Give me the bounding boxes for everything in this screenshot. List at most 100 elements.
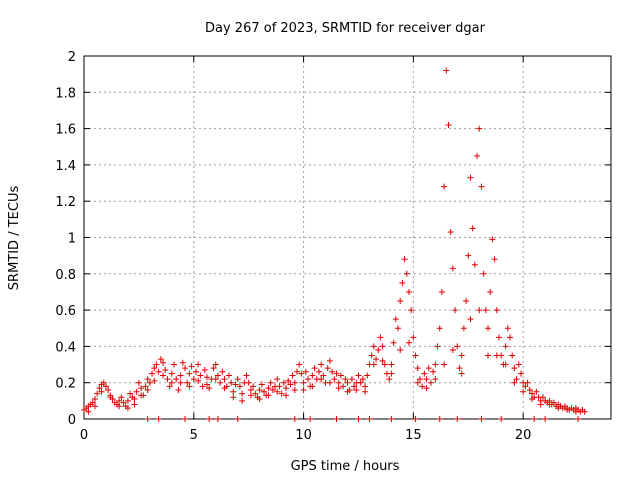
data-point	[274, 376, 281, 383]
data-point	[344, 388, 351, 395]
data-point	[434, 343, 441, 350]
data-point	[177, 372, 184, 379]
data-point	[230, 388, 237, 395]
y-tick-label: 1.8	[55, 86, 76, 101]
data-point	[186, 370, 193, 377]
data-point	[184, 379, 191, 386]
y-tick-label: 0	[68, 413, 76, 428]
data-point	[427, 379, 434, 386]
data-point	[120, 399, 127, 406]
data-point	[199, 383, 206, 390]
data-point	[258, 381, 265, 388]
data-point	[89, 399, 96, 406]
x-axis-label: GPS time / hours	[291, 459, 400, 474]
y-tick-label: 0.8	[55, 268, 76, 283]
data-point	[146, 379, 153, 386]
data-point	[474, 152, 481, 159]
y-tick-label: 2	[68, 50, 76, 65]
data-point	[432, 361, 439, 368]
data-point	[239, 390, 246, 397]
data-point	[467, 174, 474, 181]
data-point	[362, 383, 369, 390]
data-point	[502, 343, 509, 350]
data-point	[182, 416, 189, 422]
data-point	[153, 361, 160, 368]
data-point	[340, 383, 347, 390]
data-point	[333, 416, 340, 422]
data-point	[520, 388, 527, 395]
data-point	[399, 279, 406, 286]
data-point	[309, 383, 316, 390]
data-point	[175, 386, 182, 393]
data-point	[458, 352, 465, 359]
data-point	[430, 368, 437, 375]
data-point	[531, 416, 538, 422]
data-point	[502, 361, 509, 368]
data-point	[155, 368, 162, 375]
data-point	[397, 298, 404, 305]
data-point	[353, 386, 360, 393]
data-point	[425, 365, 432, 372]
data-point	[203, 374, 210, 381]
data-point	[131, 401, 138, 408]
data-point	[421, 370, 428, 377]
data-point	[423, 385, 430, 392]
data-point	[300, 386, 307, 393]
data-point	[445, 121, 452, 128]
data-point	[261, 388, 268, 395]
data-point	[219, 368, 226, 375]
data-point	[195, 361, 202, 368]
data-point	[302, 368, 309, 375]
data-point	[419, 383, 426, 390]
data-point	[575, 416, 582, 422]
data-point	[157, 356, 164, 363]
data-point	[463, 298, 470, 305]
data-point	[388, 361, 395, 368]
data-point	[217, 379, 224, 386]
data-point	[234, 376, 241, 383]
data-point	[94, 390, 101, 397]
data-point	[190, 376, 197, 383]
data-point	[221, 385, 228, 392]
data-point	[160, 372, 167, 379]
data-point	[405, 288, 412, 295]
data-point	[460, 325, 467, 332]
data-point	[454, 416, 461, 422]
data-point	[173, 376, 180, 383]
data-point	[151, 377, 158, 384]
data-point	[230, 394, 237, 401]
data-point	[370, 361, 377, 368]
data-point	[467, 316, 474, 323]
data-point	[379, 357, 386, 364]
data-point	[91, 403, 98, 410]
data-point	[511, 365, 518, 372]
data-point	[441, 183, 448, 190]
data-point	[408, 307, 415, 314]
data-point	[195, 377, 202, 384]
data-point	[397, 347, 404, 354]
data-point	[234, 416, 241, 422]
data-point	[307, 416, 314, 422]
data-point	[362, 388, 369, 395]
data-point	[247, 392, 254, 399]
data-point	[489, 236, 496, 243]
data-point	[118, 394, 125, 401]
data-point	[355, 372, 362, 379]
data-point	[386, 376, 393, 383]
data-point	[436, 325, 443, 332]
data-point	[564, 406, 571, 413]
data-point	[311, 365, 318, 372]
data-point	[210, 365, 217, 372]
data-point	[168, 379, 175, 386]
data-point	[135, 379, 142, 386]
data-point	[471, 261, 478, 268]
data-point	[186, 383, 193, 390]
data-point	[203, 381, 210, 388]
data-point	[458, 370, 465, 377]
data-point	[285, 377, 292, 384]
data-point	[515, 361, 522, 368]
data-point	[232, 381, 239, 388]
x-tick-labels: 0 5 10 15 20	[80, 428, 532, 443]
data-point	[555, 405, 562, 412]
data-point	[171, 361, 178, 368]
